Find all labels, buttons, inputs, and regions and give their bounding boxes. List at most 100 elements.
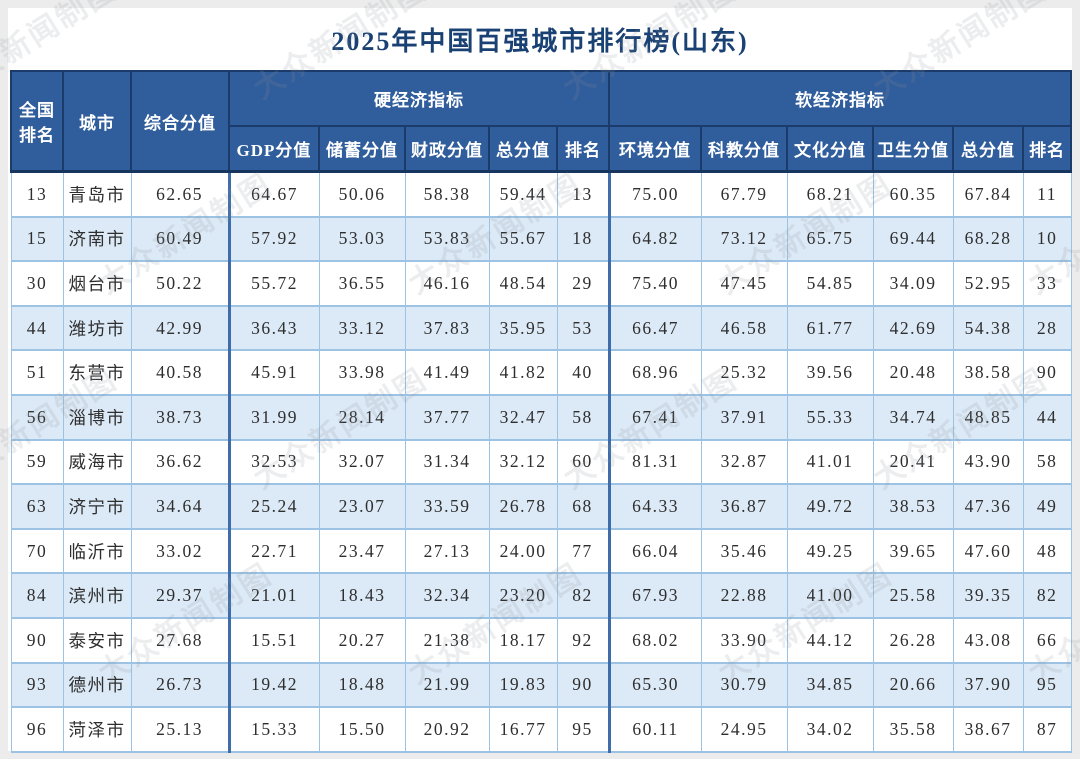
cell-soft-rank: 82 <box>1022 572 1072 618</box>
cell-composite-score: 26.73 <box>130 661 229 708</box>
cell-culture-score: 65.75 <box>786 215 874 262</box>
cell-composite-score: 62.65 <box>130 170 229 217</box>
cell-hard-total-score: 59.44 <box>488 170 557 217</box>
cell-environment-score: 64.33 <box>607 483 702 529</box>
cell-science-education-score: 36.87 <box>700 483 788 529</box>
header-group-soft-economy: 软经济指标 <box>608 70 1073 127</box>
cell-city: 临沂市 <box>62 527 131 574</box>
cell-hard-total-score: 16.77 <box>488 706 557 753</box>
table-row: 51 东营市 40.58 45.91 33.98 41.49 41.82 40 68.96 25.… <box>10 349 1072 395</box>
cell-gdp-score: 57.92 <box>227 215 319 262</box>
cell-national-rank: 96 <box>10 706 63 753</box>
cell-savings-score: 32.07 <box>318 438 405 485</box>
cell-savings-score: 23.47 <box>318 527 405 574</box>
cell-hard-total-score: 26.78 <box>488 483 557 529</box>
cell-culture-score: 68.21 <box>786 170 874 217</box>
header-savings-score: 储蓄分值 <box>318 125 406 173</box>
cell-gdp-score: 15.33 <box>227 706 319 753</box>
cell-city: 济南市 <box>62 215 131 262</box>
cell-culture-score: 49.72 <box>786 483 874 529</box>
cell-hard-rank: 68 <box>556 483 610 529</box>
cell-culture-score: 49.25 <box>786 527 874 574</box>
cell-culture-score: 41.01 <box>786 438 874 485</box>
cell-savings-score: 18.48 <box>318 661 405 708</box>
cell-composite-score: 34.64 <box>130 483 229 529</box>
cell-soft-total-score: 52.95 <box>952 260 1024 306</box>
cell-fiscal-score: 32.34 <box>404 572 489 618</box>
cell-science-education-score: 73.12 <box>700 215 788 262</box>
cell-environment-score: 68.02 <box>607 616 702 663</box>
cell-city: 东营市 <box>62 349 131 395</box>
table-row: 59 威海市 36.62 32.53 32.07 31.34 32.12 60 81.31 32.… <box>10 438 1072 485</box>
cell-soft-rank: 11 <box>1022 170 1072 217</box>
header-national-rank: 全国排名 <box>10 70 64 173</box>
table-row: 84 滨州市 29.37 21.01 18.43 32.34 23.20 82 67.93 22.… <box>10 572 1072 618</box>
cell-soft-total-score: 48.85 <box>952 393 1024 440</box>
cell-city: 淄博市 <box>62 393 131 440</box>
cell-environment-score: 66.04 <box>607 527 702 574</box>
cell-soft-total-score: 47.60 <box>952 527 1024 574</box>
cell-savings-score: 15.50 <box>318 706 405 753</box>
cell-city: 烟台市 <box>62 260 131 306</box>
cell-health-score: 20.48 <box>872 349 954 395</box>
cell-soft-rank: 66 <box>1022 616 1072 663</box>
cell-fiscal-score: 41.49 <box>404 349 489 395</box>
cell-city: 菏泽市 <box>62 706 131 753</box>
cell-fiscal-score: 31.34 <box>404 438 489 485</box>
cell-fiscal-score: 46.16 <box>404 260 489 306</box>
header-soft-rank: 排名 <box>1022 125 1073 173</box>
title-band: 2025年中国百强城市排行榜(山东) <box>8 8 1072 70</box>
cell-culture-score: 34.02 <box>786 706 874 753</box>
cell-environment-score: 68.96 <box>607 349 702 395</box>
cell-soft-rank: 87 <box>1022 706 1072 753</box>
cell-soft-total-score: 68.28 <box>952 215 1024 262</box>
header-group-hard-economy: 硬经济指标 <box>227 70 611 127</box>
cell-savings-score: 33.98 <box>318 349 405 395</box>
cell-composite-score: 36.62 <box>130 438 229 485</box>
cell-soft-total-score: 67.84 <box>952 170 1024 217</box>
table-row: 56 淄博市 38.73 31.99 28.14 37.77 32.47 58 67.41 37.… <box>10 393 1072 440</box>
cell-soft-rank: 95 <box>1022 661 1072 708</box>
cell-soft-rank: 28 <box>1022 304 1072 351</box>
table-row: 63 济宁市 34.64 25.24 23.07 33.59 26.78 68 64.33 36.… <box>10 483 1072 529</box>
cell-science-education-score: 32.87 <box>700 438 788 485</box>
cell-fiscal-score: 58.38 <box>404 170 489 217</box>
cell-gdp-score: 32.53 <box>227 438 319 485</box>
cell-science-education-score: 33.90 <box>700 616 788 663</box>
cell-soft-total-score: 38.67 <box>952 706 1024 753</box>
header-hard-rank: 排名 <box>555 125 611 173</box>
cell-composite-score: 33.02 <box>130 527 229 574</box>
cell-hard-total-score: 55.67 <box>488 215 557 262</box>
cell-hard-rank: 13 <box>556 170 610 217</box>
cell-savings-score: 33.12 <box>318 304 405 351</box>
cell-environment-score: 81.31 <box>607 438 702 485</box>
cell-fiscal-score: 21.38 <box>404 616 489 663</box>
cell-environment-score: 60.11 <box>607 706 702 753</box>
cell-culture-score: 55.33 <box>786 393 874 440</box>
cell-gdp-score: 22.71 <box>227 527 319 574</box>
cell-environment-score: 66.47 <box>607 304 702 351</box>
cell-health-score: 25.58 <box>872 572 954 618</box>
cell-science-education-score: 24.95 <box>700 706 788 753</box>
cell-gdp-score: 21.01 <box>227 572 319 618</box>
cell-hard-total-score: 32.47 <box>488 393 557 440</box>
cell-national-rank: 15 <box>10 215 63 262</box>
cell-health-score: 38.53 <box>872 483 954 529</box>
cell-health-score: 60.35 <box>872 170 954 217</box>
cell-composite-score: 25.13 <box>130 706 229 753</box>
cell-soft-rank: 10 <box>1022 215 1072 262</box>
cell-national-rank: 84 <box>10 572 63 618</box>
cell-fiscal-score: 21.99 <box>404 661 489 708</box>
table-row: 15 济南市 60.49 57.92 53.03 53.83 55.67 18 64.82 73.… <box>10 215 1072 262</box>
cell-science-education-score: 35.46 <box>700 527 788 574</box>
table-row: 96 菏泽市 25.13 15.33 15.50 20.92 16.77 95 60.11 24.… <box>10 706 1072 753</box>
cell-soft-total-score: 37.90 <box>952 661 1024 708</box>
cell-hard-rank: 90 <box>556 661 610 708</box>
cell-city: 济宁市 <box>62 483 131 529</box>
cell-fiscal-score: 33.59 <box>404 483 489 529</box>
cell-savings-score: 18.43 <box>318 572 405 618</box>
cell-environment-score: 75.00 <box>607 170 702 217</box>
cell-health-score: 39.65 <box>872 527 954 574</box>
table-row: 70 临沂市 33.02 22.71 23.47 27.13 24.00 77 66.04 35.… <box>10 527 1072 574</box>
cell-fiscal-score: 20.92 <box>404 706 489 753</box>
